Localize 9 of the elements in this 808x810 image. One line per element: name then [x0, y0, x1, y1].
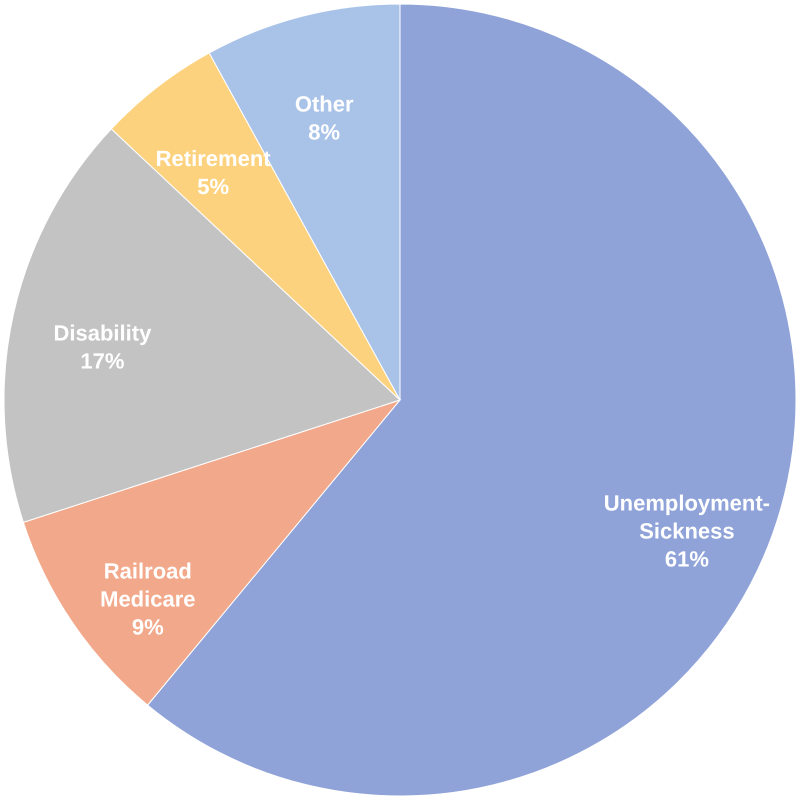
data-label: 17% — [80, 348, 124, 374]
slice-label: Railroad Medicare — [100, 558, 196, 612]
data-label: 61% — [664, 546, 709, 572]
data-label: 5% — [197, 174, 230, 200]
slice-label: Disability — [54, 320, 152, 346]
data-label: 8% — [308, 120, 340, 145]
data-label: 9% — [132, 614, 164, 640]
slice-label: Unemployment-Sickness — [604, 490, 770, 544]
slice-label: Other — [294, 92, 354, 117]
